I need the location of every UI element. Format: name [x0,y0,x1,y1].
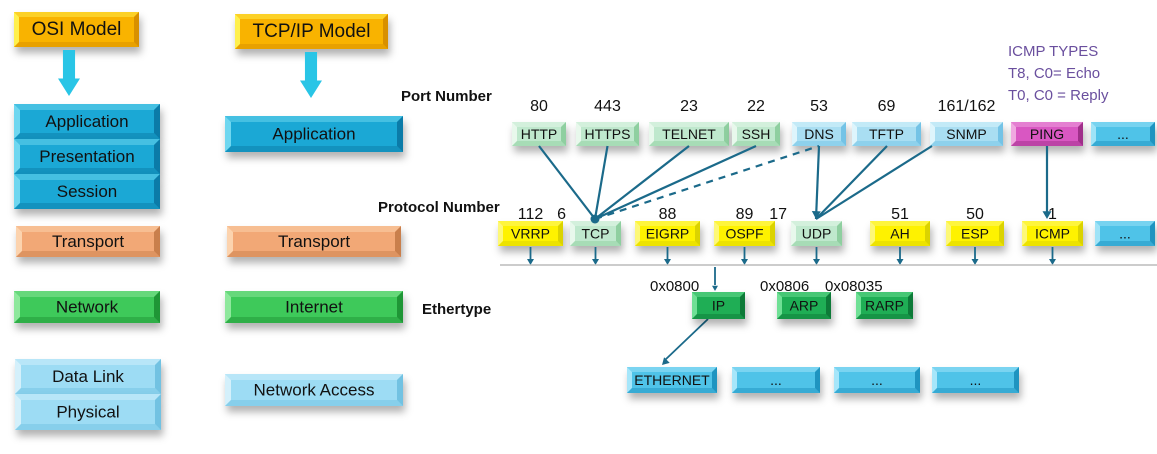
svg-text:OSI Model: OSI Model [32,19,122,40]
svg-text:UDP: UDP [802,226,832,242]
svg-text:...: ... [871,372,883,388]
svg-text:TFTP: TFTP [869,126,904,142]
svg-text:AH: AH [890,226,909,242]
svg-text:TCP: TCP [582,226,610,242]
svg-text:ETHERNET: ETHERNET [634,372,710,388]
svg-text:SNMP: SNMP [946,126,986,142]
svg-text:Network Access: Network Access [254,381,375,400]
svg-text:Internet: Internet [285,298,343,317]
svg-text:Transport: Transport [52,232,124,251]
svg-text:ARP: ARP [790,298,819,314]
svg-text:RARP: RARP [865,298,904,314]
svg-text:...: ... [1117,126,1129,142]
svg-text:Application: Application [272,125,355,144]
svg-text:TELNET: TELNET [662,126,716,142]
svg-text:...: ... [770,372,782,388]
svg-text:VRRP: VRRP [511,226,550,242]
svg-text:Physical: Physical [56,403,119,422]
svg-text:TCP/IP Model: TCP/IP Model [253,21,371,42]
svg-text:PING: PING [1030,126,1064,142]
svg-text:HTTPS: HTTPS [585,126,631,142]
svg-text:DNS: DNS [804,126,834,142]
svg-text:IP: IP [712,298,725,314]
svg-text:Session: Session [57,182,117,201]
svg-text:Data Link: Data Link [52,367,124,386]
svg-text:Application: Application [45,112,128,131]
svg-text:Transport: Transport [278,232,350,251]
svg-text:ICMP: ICMP [1035,226,1070,242]
svg-text:...: ... [1119,226,1131,242]
svg-text:...: ... [970,372,982,388]
svg-text:ESP: ESP [961,226,989,242]
svg-text:Presentation: Presentation [39,147,134,166]
svg-text:EIGRP: EIGRP [646,226,690,242]
svg-text:Network: Network [56,298,119,317]
svg-text:HTTP: HTTP [521,126,558,142]
svg-text:OSPF: OSPF [725,226,763,242]
svg-text:SSH: SSH [742,126,771,142]
